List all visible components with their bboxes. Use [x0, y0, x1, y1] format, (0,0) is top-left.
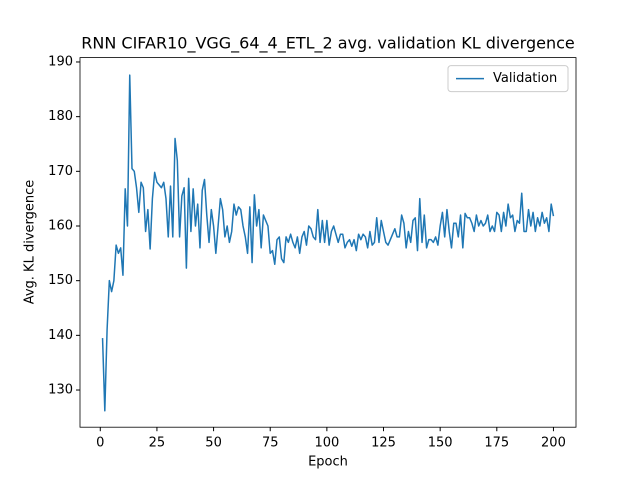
axes-frame: [79, 57, 577, 428]
x-tick-label: 25: [149, 436, 166, 451]
chart-title: RNN CIFAR10_VGG_64_4_ETL_2 avg. validati…: [81, 34, 574, 54]
x-tick-label: 0: [96, 436, 104, 451]
y-axis-label: Avg. KL divergence: [23, 180, 38, 305]
legend-label: Validation: [493, 71, 557, 86]
y-tick-label: 140: [48, 328, 73, 343]
x-tick-label: 125: [371, 436, 396, 451]
y-tick-label: 160: [48, 218, 73, 233]
x-tick-label: 100: [314, 436, 339, 451]
y-tick-label: 130: [48, 383, 73, 398]
x-tick-label: 200: [541, 436, 566, 451]
x-tick-label: 150: [428, 436, 453, 451]
series-line: [101, 74, 555, 412]
x-tick-label: 75: [262, 436, 279, 451]
x-tick-label: 175: [484, 436, 509, 451]
y-tick-label: 170: [48, 164, 73, 179]
x-axis-label: Epoch: [308, 455, 348, 470]
y-tick-label: 150: [48, 273, 73, 288]
x-tick-label: 50: [205, 436, 222, 451]
y-tick-label: 190: [48, 54, 73, 69]
legend-box: [447, 65, 569, 93]
y-tick-label: 180: [48, 109, 73, 124]
